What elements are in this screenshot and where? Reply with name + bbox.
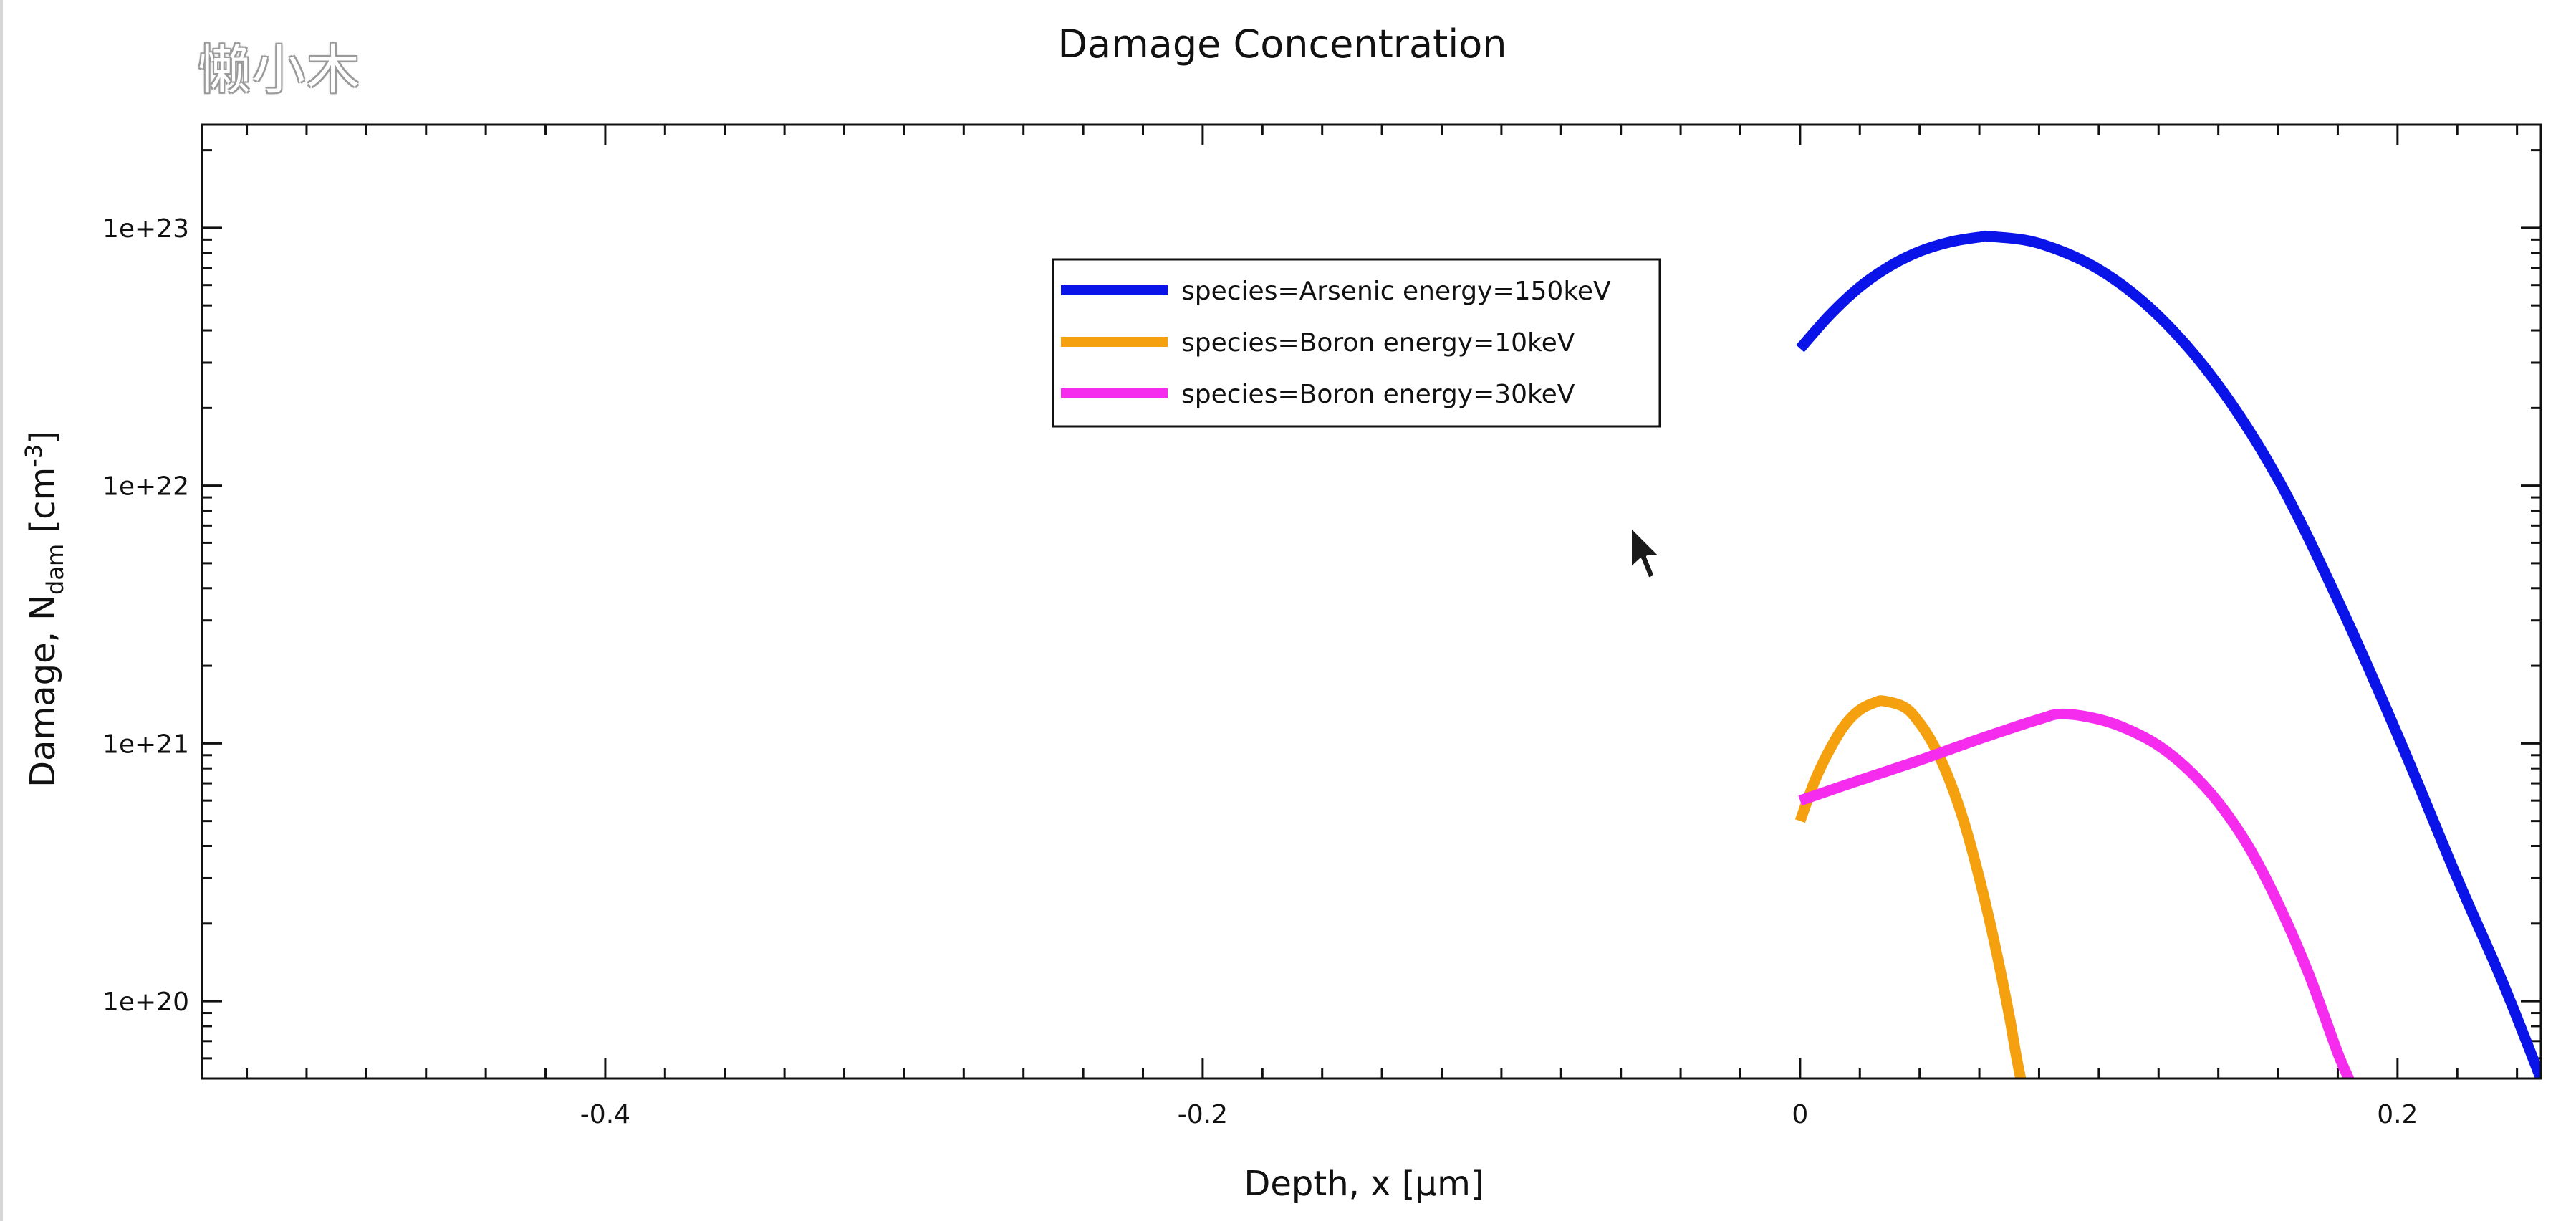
svg-text:Damage, Ndam [cm-3]: Damage, Ndam [cm-3] [20,431,69,788]
y-axis-label-superscript: -3 [20,444,47,467]
y-axis-label-close: ] [23,431,63,444]
x-tick-label: -0.2 [1178,1100,1228,1129]
y-tick-label: 1e+21 [102,730,189,759]
series-line-2 [1794,695,2027,1079]
legend: species=Arsenic energy=150keV species=Bor… [1052,258,1661,428]
axis-ticks [202,125,2541,1079]
y-axis-label-prefix: Damage, N [23,595,63,788]
y-axis-label-unit: [cm [23,467,63,544]
watermark-logo: 懒小木 [198,39,361,101]
x-axis-label: Depth, x [µm] [1244,1164,1484,1204]
legend-label-2: species=Boron energy=10keV [1181,328,1575,358]
y-axis-label-subscript: dam [42,544,69,595]
series-line-3 [1798,708,2355,1079]
series-line-1 [1796,230,2541,1079]
x-tick-label: 0 [1792,1100,1808,1129]
y-axis-label: Damage, Ndam [cm-3] [20,431,69,788]
y-tick-label: 1e+20 [102,988,189,1017]
axis-tick-labels: -0.4 -0.2 0 0.2 1e+20 1e+21 1e+22 1e+23 [102,214,2418,1129]
chart-title: Damage Concentration [1057,21,1506,67]
mouse-cursor-icon [1629,525,1663,580]
legend-label-3: species=Boron energy=30keV [1181,380,1575,409]
x-tick-label: -0.4 [580,1100,630,1129]
window-left-border [0,0,3,1221]
y-tick-label: 1e+23 [102,214,189,244]
y-tick-label: 1e+22 [102,472,189,502]
legend-label-1: species=Arsenic energy=150keV [1181,277,1611,306]
plot-area-border [201,123,2542,1080]
x-tick-label: 0.2 [2377,1100,2418,1129]
series-layer [1794,230,2541,1079]
